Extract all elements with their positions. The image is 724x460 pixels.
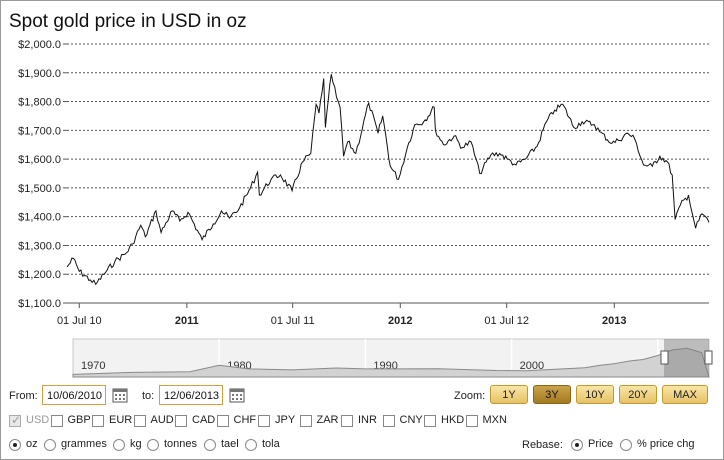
y-tick-label: $1,400.0 (18, 212, 61, 224)
from-date-input[interactable]: 10/06/2010 (42, 385, 106, 405)
currency-inr-label[interactable]: INR (358, 414, 377, 426)
x-tick-label: 2013 (602, 315, 626, 327)
zoom-1y-button[interactable]: 1Y (490, 385, 528, 404)
currency-chf-checkbox[interactable] (216, 415, 229, 427)
price-line (66, 74, 710, 286)
currency-eur-label[interactable]: EUR (109, 414, 133, 426)
currency-hkd-checkbox[interactable] (424, 415, 436, 427)
unit-kg-radio[interactable] (113, 439, 125, 451)
x-tick-label: 01 Jul 12 (484, 315, 529, 327)
currency-hkd-label[interactable]: HKD (441, 414, 465, 426)
currency-cny-label[interactable]: CNY (399, 414, 423, 426)
unit-grammes-radio[interactable] (44, 439, 56, 451)
price-chart: $2,000.0 $1,900.0 $1,800.0 $1,700.0 $1,600.0… (18, 39, 710, 327)
zoom-10y-button[interactable]: 10Y (576, 385, 614, 404)
currency-cny-checkbox[interactable] (382, 415, 395, 427)
chart-title: Spot gold price in USD in oz (9, 11, 247, 32)
navigator-trend (72, 347, 710, 378)
to-label: to: (142, 390, 155, 402)
currency-gbp-checkbox[interactable] (50, 415, 63, 427)
currency-inr-checkbox[interactable] (341, 415, 353, 427)
currency-usd-checkbox[interactable] (9, 413, 21, 427)
zoom-max-button[interactable]: MAX (662, 385, 708, 404)
calendar-icon[interactable] (229, 387, 245, 403)
zoom-20y-button[interactable]: 20Y (619, 385, 657, 404)
unit-tael-label[interactable]: tael (221, 438, 239, 450)
navigator-right-handle[interactable] (704, 350, 713, 365)
unit-oz-radio[interactable] (9, 439, 21, 451)
currency-zar-checkbox[interactable] (299, 415, 312, 427)
range-navigator[interactable]: 19701980199020002010 (1, 331, 723, 381)
unit-kg-label[interactable]: kg (130, 438, 142, 450)
currency-usd-label[interactable]: USD (26, 414, 50, 426)
navigator-decade-label: 1970 (81, 360, 105, 372)
unit-tonnes-label[interactable]: tonnes (164, 438, 198, 450)
currency-jpy-checkbox[interactable] (258, 415, 270, 427)
rebase-percent-change-label[interactable]: % price chg (637, 438, 695, 450)
calendar-icon[interactable] (112, 387, 128, 403)
navigator-decade-label: 2000 (520, 360, 544, 372)
unit-tola-label[interactable]: tola (262, 438, 280, 450)
y-tick-label: $2,000.0 (18, 39, 61, 51)
y-tick-label: $1,100.0 (18, 298, 61, 310)
navigator-selection[interactable] (664, 339, 709, 377)
y-tick-label: $1,200.0 (18, 269, 61, 281)
y-tick-label: $1,600.0 (18, 154, 61, 166)
currency-gbp-label[interactable]: GBP (67, 414, 91, 426)
currency-zar-label[interactable]: ZAR (316, 414, 339, 426)
x-tick-label: 01 Jul 10 (57, 315, 102, 327)
unit-grammes-label[interactable]: grammes (61, 438, 107, 450)
currency-jpy-label[interactable]: JPY (275, 414, 296, 426)
currency-mxn-checkbox[interactable] (465, 415, 478, 427)
currency-cad-checkbox[interactable] (175, 415, 187, 427)
x-tick-label: 01 Jul 11 (271, 315, 315, 327)
unit-tael-radio[interactable] (204, 439, 216, 451)
currency-eur-checkbox[interactable] (92, 415, 104, 427)
currency-chf-label[interactable]: CHF (233, 414, 257, 426)
x-tick-label: 2012 (388, 315, 412, 327)
currency-cad-label[interactable]: CAD (192, 414, 216, 426)
unit-tonnes-radio[interactable] (147, 439, 159, 451)
rebase-percent-change-radio[interactable] (620, 439, 632, 451)
currency-mxn-label[interactable]: MXN (482, 414, 507, 426)
to-date-input[interactable]: 12/06/2013 (159, 385, 223, 405)
y-tick-label: $1,300.0 (18, 240, 61, 252)
rebase-price-radio[interactable] (571, 439, 583, 451)
currency-aud-checkbox[interactable] (133, 415, 146, 427)
unit-oz-label[interactable]: oz (26, 438, 38, 450)
navigator-left-handle[interactable] (660, 350, 669, 365)
y-tick-label: $1,700.0 (18, 125, 61, 137)
unit-tola-radio[interactable] (245, 439, 257, 451)
y-tick-label: $1,800.0 (18, 97, 61, 109)
currency-aud-label[interactable]: AUD (150, 414, 174, 426)
zoom-3y-button[interactable]: 3Y (533, 385, 571, 404)
rebase-price-label[interactable]: Price (588, 438, 614, 450)
y-tick-label: $1,900.0 (18, 68, 61, 80)
zoom-label: Zoom: (454, 390, 486, 402)
from-label: From: (9, 390, 38, 402)
y-tick-label: $1,500.0 (18, 183, 61, 195)
rebase-label: Rebase: (522, 439, 563, 451)
x-tick-label: 2011 (175, 315, 199, 327)
